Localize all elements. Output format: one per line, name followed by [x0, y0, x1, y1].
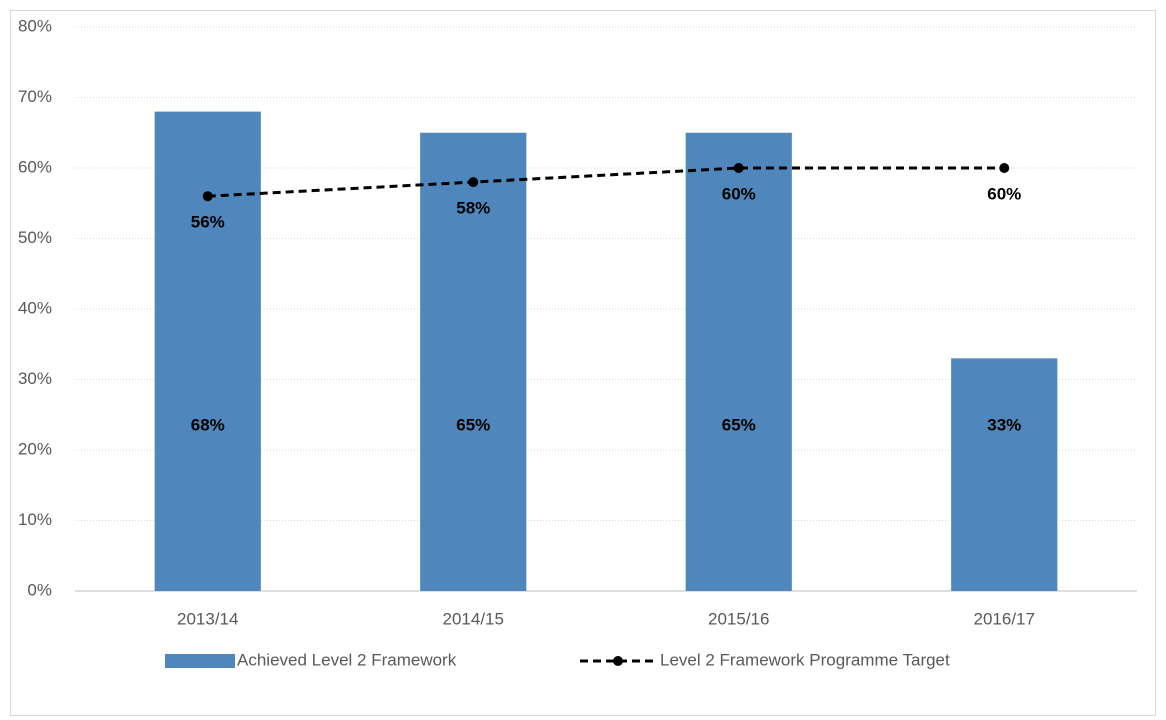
bar-value-label: 68% — [191, 415, 225, 434]
y-tick-label: 10% — [18, 510, 52, 529]
legend-marker — [613, 656, 623, 666]
target-marker — [999, 163, 1010, 173]
bar-value-label: 65% — [722, 415, 756, 434]
bar — [420, 132, 527, 591]
y-tick-label: 40% — [18, 298, 52, 317]
y-tick-label: 30% — [18, 369, 52, 388]
target-marker — [468, 177, 479, 188]
y-tick-label: 80% — [18, 16, 52, 35]
line-value-label: 60% — [987, 184, 1021, 203]
x-tick-label: 2016/17 — [974, 609, 1035, 628]
y-tick-label: 50% — [18, 228, 52, 247]
bar — [951, 358, 1058, 591]
line-value-label: 60% — [722, 184, 756, 203]
line-value-label: 58% — [456, 199, 490, 218]
bar-value-label: 33% — [987, 415, 1021, 434]
y-tick-label: 60% — [18, 157, 52, 176]
y-tick-label: 20% — [18, 439, 52, 458]
target-marker — [202, 191, 213, 202]
x-tick-label: 2013/14 — [177, 609, 238, 628]
legend-swatch — [165, 654, 235, 668]
y-tick-label: 70% — [18, 87, 52, 106]
bar — [154, 111, 261, 591]
x-tick-label: 2015/16 — [708, 609, 769, 628]
target-marker — [733, 163, 744, 173]
bar-value-label: 65% — [456, 415, 490, 434]
y-tick-label: 0% — [27, 580, 52, 599]
target-line — [207, 166, 1005, 198]
line-value-label: 56% — [191, 213, 225, 232]
bar — [685, 132, 792, 591]
legend-label: Level 2 Framework Programme Target — [660, 650, 950, 669]
x-tick-label: 2014/15 — [443, 609, 504, 628]
legend-label: Achieved Level 2 Framework — [237, 650, 457, 669]
